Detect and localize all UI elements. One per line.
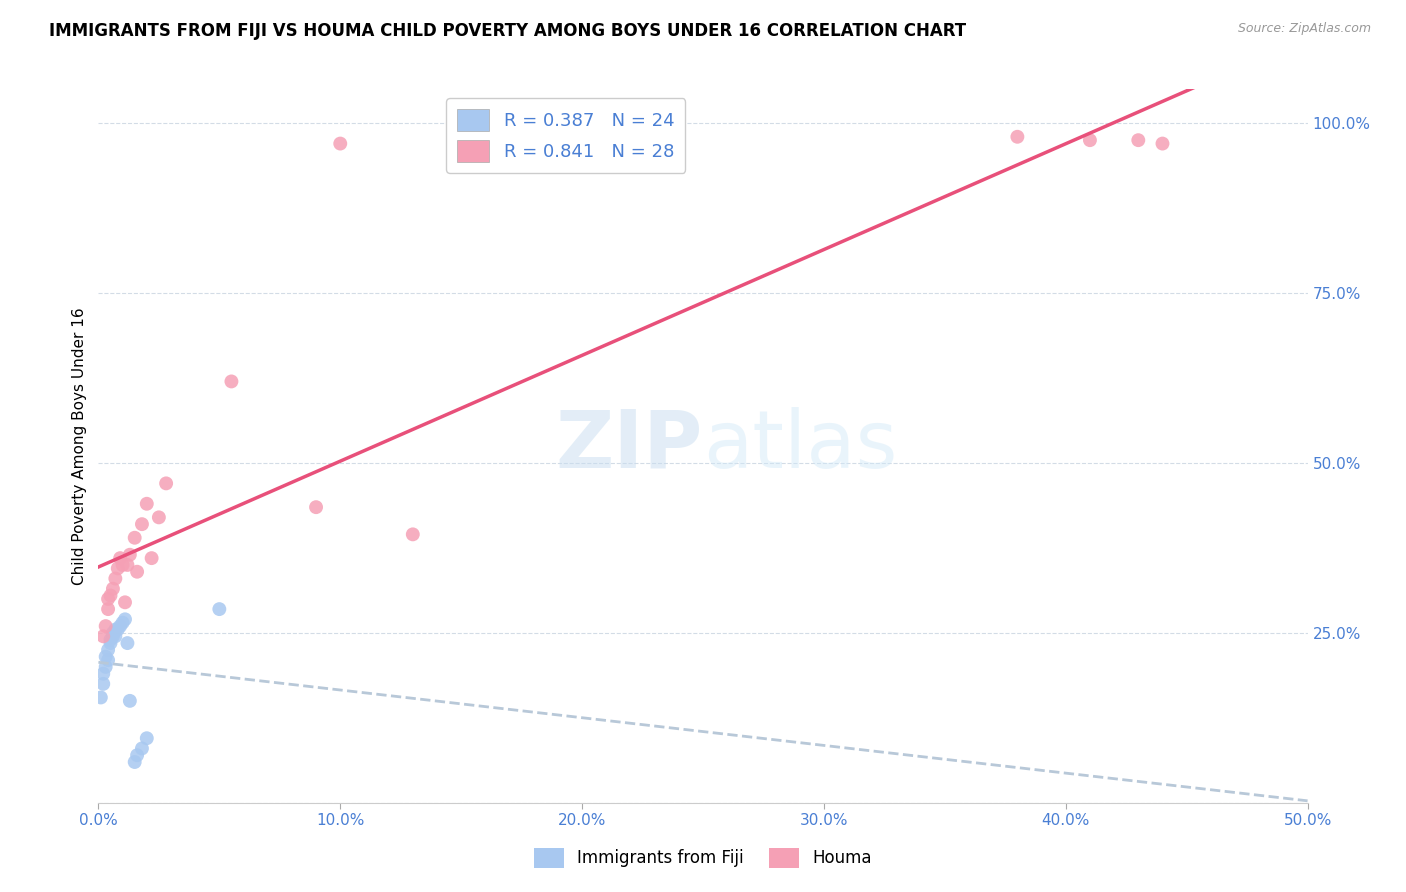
- Y-axis label: Child Poverty Among Boys Under 16: Child Poverty Among Boys Under 16: [72, 307, 87, 585]
- Text: ZIP: ZIP: [555, 407, 703, 485]
- Point: [127, 748, 149, 763]
- Point: [117, 636, 139, 650]
- Point: [91, 677, 114, 691]
- Point: [1128, 133, 1150, 147]
- Point: [208, 602, 231, 616]
- Point: [104, 572, 127, 586]
- Point: [104, 629, 127, 643]
- Point: [155, 476, 177, 491]
- Point: [114, 595, 136, 609]
- Point: [101, 626, 124, 640]
- Point: [114, 612, 136, 626]
- Point: [91, 629, 114, 643]
- Point: [107, 561, 129, 575]
- Point: [108, 619, 131, 633]
- Point: [124, 755, 146, 769]
- Point: [111, 558, 134, 572]
- Point: [131, 517, 153, 532]
- Point: [111, 615, 134, 630]
- Point: [221, 375, 243, 389]
- Text: IMMIGRANTS FROM FIJI VS HOUMA CHILD POVERTY AMONG BOYS UNDER 16 CORRELATION CHAR: IMMIGRANTS FROM FIJI VS HOUMA CHILD POVE…: [49, 22, 966, 40]
- Point: [118, 548, 141, 562]
- Point: [100, 632, 122, 647]
- Point: [117, 558, 139, 572]
- Point: [131, 741, 153, 756]
- Point: [100, 636, 122, 650]
- Point: [108, 551, 131, 566]
- Point: [148, 510, 170, 524]
- Point: [329, 136, 352, 151]
- Point: [97, 591, 120, 606]
- Point: [107, 623, 129, 637]
- Point: [402, 527, 425, 541]
- Point: [91, 666, 114, 681]
- Point: [100, 589, 122, 603]
- Point: [118, 694, 141, 708]
- Point: [124, 531, 146, 545]
- Point: [127, 565, 149, 579]
- Point: [1007, 129, 1029, 144]
- Point: [94, 619, 117, 633]
- Point: [1152, 136, 1174, 151]
- Point: [94, 660, 117, 674]
- Point: [141, 551, 163, 566]
- Text: Source: ZipAtlas.com: Source: ZipAtlas.com: [1237, 22, 1371, 36]
- Point: [101, 629, 124, 643]
- Point: [305, 500, 328, 515]
- Point: [97, 643, 120, 657]
- Point: [97, 602, 120, 616]
- Legend: Immigrants from Fiji, Houma: Immigrants from Fiji, Houma: [527, 841, 879, 875]
- Point: [97, 653, 120, 667]
- Point: [94, 649, 117, 664]
- Text: atlas: atlas: [703, 407, 897, 485]
- Point: [90, 690, 112, 705]
- Point: [135, 497, 157, 511]
- Point: [1078, 133, 1101, 147]
- Point: [104, 623, 127, 637]
- Point: [101, 582, 124, 596]
- Point: [135, 731, 157, 746]
- Legend: R = 0.387   N = 24, R = 0.841   N = 28: R = 0.387 N = 24, R = 0.841 N = 28: [446, 98, 685, 173]
